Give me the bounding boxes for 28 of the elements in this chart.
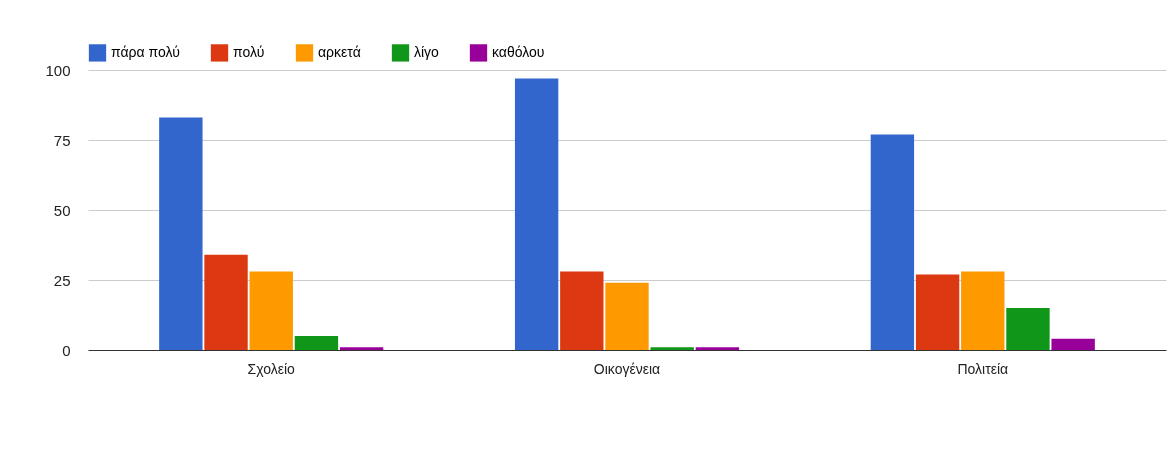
x-tick-label: Σχολείο: [247, 360, 296, 377]
bar: [294, 336, 339, 350]
x-tick-label: Πολιτεία: [957, 360, 1009, 377]
bar: [1051, 338, 1095, 350]
y-tick-label: 50: [53, 201, 71, 219]
x-tick-label: Οικογένεια: [593, 360, 661, 377]
legend-label: πολύ: [233, 43, 265, 60]
legend-label: αρκετά: [318, 43, 361, 60]
bar: [514, 78, 559, 350]
bar: [249, 271, 293, 350]
bar: [870, 134, 915, 350]
bar: [915, 274, 960, 350]
y-tick-label: 100: [45, 61, 71, 79]
bar: [650, 347, 694, 350]
legend-label: λίγο: [414, 43, 440, 60]
bar: [695, 347, 740, 350]
y-tick-label: 0: [62, 341, 71, 359]
bar: [204, 254, 248, 350]
legend-label: πάρα πολύ: [111, 43, 180, 60]
bar: [159, 117, 203, 350]
bar: [961, 271, 1005, 350]
bar: [339, 347, 384, 350]
y-tick-label: 75: [53, 131, 71, 149]
y-tick-label: 25: [53, 271, 71, 289]
bar: [605, 282, 649, 350]
bar: [560, 271, 604, 350]
legend-label: καθόλου: [492, 43, 545, 60]
bar: [1006, 308, 1050, 350]
